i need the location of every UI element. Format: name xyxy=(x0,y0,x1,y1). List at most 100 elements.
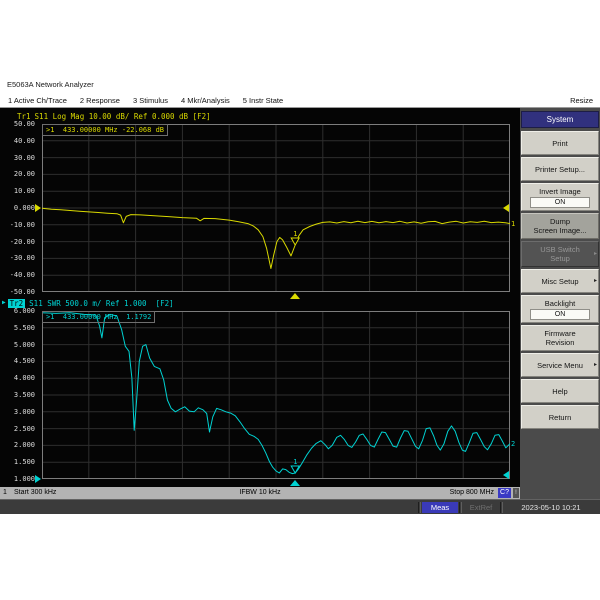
stimulus-bar: 1 Start 300 kHz IFBW 10 kHz Stop 800 MHz… xyxy=(0,487,520,499)
trace-line xyxy=(41,207,511,269)
softkey-value: ON xyxy=(530,196,590,208)
active-trace-arrow-icon: ▶ xyxy=(2,299,6,306)
y-axis-label: 5.000 xyxy=(13,340,35,349)
submenu-arrow-icon: ▸ xyxy=(593,278,597,284)
marker1-stimulus-tick-trace1[interactable] xyxy=(290,293,300,299)
y-axis-label: 4.000 xyxy=(13,374,35,383)
marker1-stimulus-tick-trace2[interactable] xyxy=(290,480,300,486)
trace2-graph: 1 xyxy=(41,311,511,479)
trace2-header[interactable]: ▶ Tr2 S11 SWR 500.0 m/ Ref 1.000 [F2] xyxy=(0,297,520,309)
softkey-label: Misc Setup xyxy=(541,276,579,286)
softkey-label: USB Switch xyxy=(540,245,580,254)
trace2-marker-readout: >1 433.00000 MHz 1.1792 xyxy=(42,311,156,323)
stop-frequency[interactable]: Stop 800 MHz xyxy=(449,489,494,496)
menu-items: 1 Active Ch/Trace 2 Response 3 Stimulus 4 M… xyxy=(0,96,283,105)
softkey-help[interactable]: Help xyxy=(521,379,599,403)
channel-number: 1 xyxy=(3,489,7,496)
softkey-label: Print xyxy=(552,138,568,148)
y-axis-label: 30.00 xyxy=(13,153,35,162)
trace1-y-axis: 50.00 40.00 30.00 20.00 10.00 0.000 -10.00 -20.… xyxy=(0,120,41,296)
softkey-label: Service Menu xyxy=(537,360,583,370)
softkey-label: Revision xyxy=(545,338,575,347)
y-axis-label: 40.00 xyxy=(13,136,35,145)
menu-bar: 1 Active Ch/Trace 2 Response 3 Stimulus 4 M… xyxy=(0,93,600,108)
status-separator xyxy=(500,501,503,513)
softkey-print[interactable]: Print xyxy=(521,131,599,155)
svg-text:1: 1 xyxy=(293,458,297,466)
softkey-menu-title: System xyxy=(521,111,599,128)
softkey-service-menu[interactable]: Service Menu ▸ xyxy=(521,353,599,377)
softkey-label: Return xyxy=(548,412,572,422)
ref-level-arrow xyxy=(35,204,41,212)
y-axis-label: 3.500 xyxy=(13,391,35,399)
y-axis-label: 5.500 xyxy=(13,323,35,332)
menu-2-response[interactable]: 2 Response xyxy=(79,95,120,105)
softkey-value: ON xyxy=(530,308,590,320)
trace2-settings-text: S11 SWR 500.0 m/ Ref 1.000 [F2] xyxy=(29,298,174,308)
softkey-printer-setup[interactable]: Printer Setup... xyxy=(521,157,599,181)
softkey-dump-screen-image[interactable]: Dump Screen Image... xyxy=(521,213,599,239)
submenu-arrow-icon: ▸ xyxy=(593,362,597,368)
y-axis-label: 10.00 xyxy=(13,187,35,196)
softkey-label: Backlight xyxy=(544,298,576,308)
softkey-usb-switch-setup: USB Switch Setup ▸ xyxy=(521,241,599,267)
y-axis-label: 6.000 xyxy=(13,307,35,315)
ifbw-value[interactable]: IFBW 10 kHz xyxy=(239,489,281,496)
trace1-plot: 1 >1 433.00000 MHz -22.068 dB 1 xyxy=(41,124,515,292)
softkey-return[interactable]: Return xyxy=(521,405,599,429)
trace1-graph: 1 xyxy=(41,124,511,292)
y-axis-label: 2.500 xyxy=(13,424,35,433)
instrument-display: Tr1 S11 Log Mag 10.00 dB/ Ref 0.000 dB [… xyxy=(0,108,520,499)
trace1-header[interactable]: Tr1 S11 Log Mag 10.00 dB/ Ref 0.000 dB [… xyxy=(0,110,535,122)
start-frequency[interactable]: Start 300 kHz xyxy=(14,489,57,496)
status-bar: Meas ExtRef 2023-05-10 10:21 xyxy=(0,499,600,514)
svg-text:1: 1 xyxy=(293,230,297,238)
trace2-y-axis: 6.000 5.500 5.000 4.500 4.000 3.500 3.000 2.500… xyxy=(0,307,41,483)
trace1-marker-readout: >1 433.00000 MHz -22.068 dB xyxy=(42,124,169,136)
softkey-invert-image[interactable]: Invert Image ON xyxy=(521,183,599,211)
softkey-label: Firmware xyxy=(544,329,576,338)
trace-line xyxy=(41,312,511,475)
y-axis-label: 1.500 xyxy=(13,458,35,467)
ref-level-arrow xyxy=(35,475,41,483)
y-axis-label: 1.000 xyxy=(13,475,35,483)
softkey-label: Help xyxy=(552,386,568,396)
y-axis-label: -20.00 xyxy=(9,237,35,246)
softkey-misc-setup[interactable]: Misc Setup ▸ xyxy=(521,269,599,293)
trace1-name: Tr1 xyxy=(17,111,31,121)
trace1-settings-text: S11 Log Mag 10.00 dB/ Ref 0.000 dB [F2] xyxy=(34,111,211,121)
softkey-label: Printer Setup... xyxy=(534,164,586,174)
status-separator xyxy=(418,501,421,513)
menu-4-mkr-analysis[interactable]: 4 Mkr/Analysis xyxy=(180,95,230,105)
trace-number-label: 1 xyxy=(511,219,516,228)
trace-number-label: 2 xyxy=(511,439,516,448)
y-axis-label: -10.00 xyxy=(9,220,35,229)
softkey-label: Screen Image... xyxy=(533,226,587,235)
menu-5-instr-state[interactable]: 5 Instr State xyxy=(242,95,284,105)
extref-status: ExtRef xyxy=(469,502,493,512)
softkey-label: Invert Image xyxy=(539,186,581,196)
alert-indicator: ! xyxy=(513,488,519,498)
menu-resize[interactable]: Resize xyxy=(570,95,593,105)
datetime-display: 2023-05-10 10:21 xyxy=(521,502,581,512)
menu-3-stimulus[interactable]: 3 Stimulus xyxy=(132,95,168,105)
menu-1-active-ch-trace[interactable]: 1 Active Ch/Trace xyxy=(8,95,67,105)
softkey-firmware-revision[interactable]: Firmware Revision xyxy=(521,325,599,351)
softkey-backlight[interactable]: Backlight ON xyxy=(521,295,599,323)
y-axis-label: 3.000 xyxy=(13,407,35,416)
cal-status-badge: C? xyxy=(498,488,511,498)
trace2-plot: 1 >1 433.00000 MHz 1.1792 2 xyxy=(41,311,515,479)
softkey-panel: System Print Printer Setup... Invert Image… xyxy=(520,108,600,499)
window-title: E5063A Network Analyzer xyxy=(7,80,94,89)
status-separator xyxy=(459,501,462,513)
y-axis-label: -30.00 xyxy=(9,254,35,263)
submenu-arrow-icon: ▸ xyxy=(593,251,597,257)
trace2-name: Tr2 xyxy=(7,298,26,308)
meas-status-badge: Meas xyxy=(422,501,458,513)
analyzer-window: Tr1 S11 Log Mag 10.00 dB/ Ref 0.000 dB [… xyxy=(0,107,600,514)
softkey-label: Dump xyxy=(549,217,570,226)
y-axis-label: -50.00 xyxy=(9,288,35,296)
softkey-label: Setup xyxy=(550,254,570,263)
y-axis-label: 4.500 xyxy=(13,357,35,366)
